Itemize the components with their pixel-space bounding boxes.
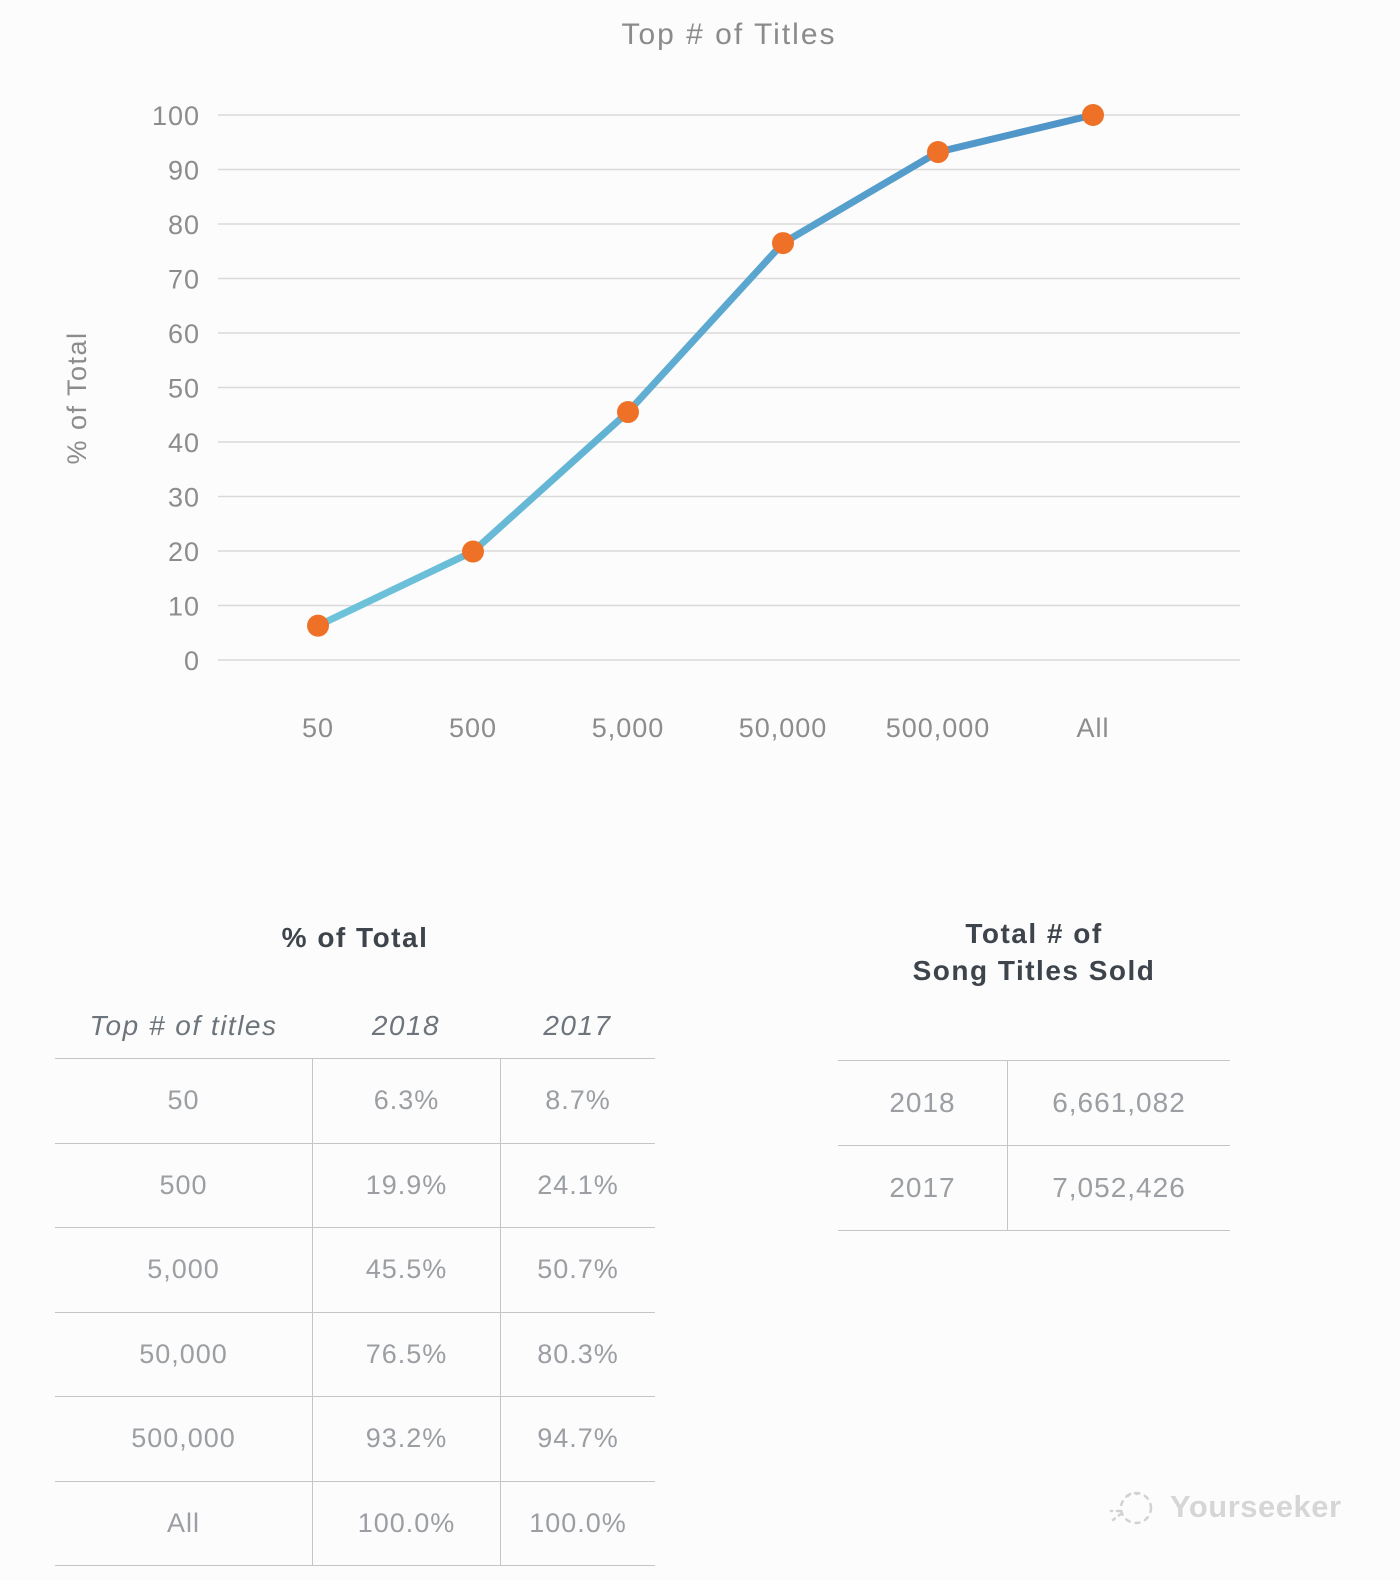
x-tick-label: 50,000 [739,713,828,743]
y-tick-label: 10 [168,592,200,622]
yourseeker-logo-icon [1109,1491,1153,1525]
right-table-title: Total # of Song Titles Sold [838,915,1230,989]
y-tick-label: 80 [168,210,200,240]
table-cell-2018: 76.5% [312,1311,500,1396]
column-header-2017: 2017 [543,1010,612,1041]
table-cell-2018: 100.0% [312,1480,500,1565]
table-cell-label: 50,000 [55,1311,312,1397]
table-cell-label: 500,000 [55,1396,312,1481]
data-point-marker [927,141,949,164]
column-header-top-titles: Top # of titles [89,1010,278,1041]
table-cell-2018: 45.5% [312,1227,500,1312]
chart-title: Top # of Titles [621,18,837,51]
line-chart: 0 10 20 30 40 50 60 70 80 90 100 50 500 5,000 50,000 50… [152,101,1240,743]
table-cell-2017: 24.1% [500,1142,655,1227]
table-cell-total: 7,052,426 [1007,1146,1230,1231]
right-table-title-line2: Song Titles Sold [912,955,1156,986]
x-tick-label: 50 [302,713,334,743]
y-tick-label: 60 [168,319,200,349]
table-cell-2017: 80.3% [500,1311,655,1396]
watermark: Yourseeker [1106,1480,1342,1534]
table-cell-label: 5,000 [55,1227,312,1312]
table-cell-year: 2017 [838,1146,1007,1231]
y-tick-label: 30 [168,483,200,513]
table-cell-2018: 93.2% [312,1396,500,1481]
table-cell-2018: 6.3% [312,1058,500,1143]
data-point-marker [462,540,484,563]
table-cell-label: 500 [55,1142,312,1228]
series-line [314,111,1097,630]
y-tick-label: 70 [168,265,200,295]
total-titles-sold-table: 2018 6,661,082 2017 7,052,426 [838,1060,1230,1231]
x-tick-label: 5,000 [592,713,665,743]
data-point-marker [772,232,794,255]
data-point-marker [617,401,639,424]
x-tick-label: 500,000 [886,713,991,743]
y-tick-label: 90 [168,156,200,186]
y-tick-label: 20 [168,537,200,567]
table-cell-2017: 50.7% [500,1227,655,1312]
table-cell-2018: 19.9% [312,1142,500,1227]
table-cell-label: All [55,1480,312,1566]
table-cell-2017: 94.7% [500,1396,655,1481]
table-cell-label: 50 [55,1058,312,1143]
x-tick-label: All [1076,713,1109,743]
data-point-marker [1082,104,1104,126]
y-tick-label: 100 [152,101,200,131]
x-tick-label: 500 [449,713,497,743]
data-point-marker [307,614,329,637]
table-cell-year: 2018 [838,1061,1007,1146]
percent-of-total-table: 50 6.3% 8.7% 500 19.9% 24.1% 5,000 45.5%… [55,1058,655,1566]
table-cell-2017: 8.7% [500,1058,655,1143]
y-tick-label: 50 [168,374,200,404]
table-cell-2017: 100.0% [500,1480,655,1565]
right-table-title-line1: Total # of [965,918,1103,949]
left-table-title: % of Total [281,922,429,953]
y-tick-label: 40 [168,428,200,458]
table-cell-total: 6,661,082 [1007,1061,1230,1146]
watermark-label: Yourseeker [1170,1489,1342,1524]
y-tick-label: 0 [184,646,200,676]
column-header-2018: 2018 [371,1010,441,1041]
left-table-column-headers: Top # of titles 2018 2017 [55,1005,655,1047]
